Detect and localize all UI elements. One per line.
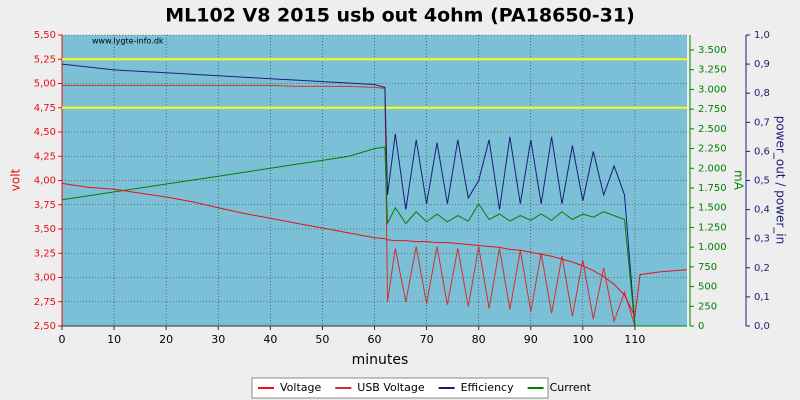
- y2-tick-label: 3.500: [698, 45, 727, 56]
- y-tick-label: 3,50: [34, 224, 56, 235]
- y-tick-label: 5,00: [34, 79, 56, 90]
- series-line: [61, 63, 687, 327]
- y2-tick-label: 0: [698, 321, 704, 332]
- x-tick-label: 70: [420, 333, 434, 346]
- x-tick-label: 40: [263, 333, 277, 346]
- y2-tick-label: 3.000: [698, 84, 727, 95]
- y2-tick-label: 1.750: [698, 183, 727, 194]
- x-axis-label: minutes: [352, 352, 409, 368]
- y3-tick-label: 0,2: [754, 263, 770, 274]
- y2-tick-label: 1.500: [698, 203, 727, 214]
- y2-tick-label: 2.750: [698, 104, 727, 115]
- y3-tick-label: 0,7: [754, 117, 770, 128]
- x-tick-label: 80: [472, 333, 486, 346]
- y3-tick-label: 1,0: [754, 30, 770, 41]
- y3-tick-label: 0,1: [754, 292, 770, 303]
- series-line: [61, 182, 688, 319]
- y2-tick-label: 2.000: [698, 163, 727, 174]
- x-tick-label: 110: [624, 333, 645, 346]
- y2-tick-label: 750: [698, 262, 717, 273]
- y3-axis-label: power_out / power_in: [774, 116, 788, 244]
- y2-axis-label: mA: [732, 170, 746, 191]
- series-line: [62, 84, 687, 327]
- y-axis-label: volt: [9, 168, 23, 191]
- y3-tick-label: 0,3: [754, 234, 770, 245]
- y3-tick-label: 0,8: [754, 88, 770, 99]
- y2-tick-label: 2.250: [698, 144, 727, 155]
- watermark: www.lygte-info.dk: [92, 37, 164, 46]
- y2-tick-label: 500: [698, 282, 717, 293]
- y-tick-label: 5,50: [34, 30, 56, 41]
- legend-label: Voltage: [280, 381, 321, 394]
- y-tick-label: 3,00: [34, 273, 56, 284]
- x-tick-label: 50: [315, 333, 329, 346]
- y-tick-label: 2,50: [34, 321, 56, 332]
- x-tick-label: 30: [211, 333, 225, 346]
- y-tick-label: 2,75: [34, 297, 56, 308]
- y2-tick-label: 3.250: [698, 65, 727, 76]
- legend: [251, 377, 549, 399]
- y-tick-label: 3,25: [34, 248, 56, 259]
- legend-label: Current: [550, 381, 592, 394]
- y-tick-label: 4,25: [34, 151, 56, 162]
- y-tick-label: 4,00: [34, 176, 56, 187]
- y-tick-label: 4,75: [34, 103, 56, 114]
- y2-tick-label: 1.000: [698, 242, 727, 253]
- legend-label: Efficiency: [461, 381, 514, 394]
- series-line: [61, 146, 687, 327]
- y2-tick-label: 2.500: [698, 124, 727, 135]
- x-tick-label: 90: [524, 333, 538, 346]
- chart-title: ML102 V8 2015 usb out 4ohm (PA18650-31): [165, 5, 635, 27]
- x-tick-label: 10: [107, 333, 121, 346]
- y-tick-label: 4,50: [34, 127, 56, 138]
- y3-tick-label: 0,4: [754, 205, 770, 216]
- legend-label: USB Voltage: [357, 381, 425, 394]
- x-tick-label: 20: [159, 333, 173, 346]
- x-tick-label: 100: [572, 333, 593, 346]
- y3-tick-label: 0,9: [754, 59, 770, 70]
- x-tick-label: 60: [368, 333, 382, 346]
- y-tick-label: 5,25: [34, 54, 56, 65]
- y-tick-label: 3,75: [34, 200, 56, 211]
- x-tick-label: 0: [59, 333, 66, 346]
- y3-tick-label: 0,0: [754, 321, 770, 332]
- y2-tick-label: 1.250: [698, 222, 727, 233]
- y3-tick-label: 0,5: [754, 176, 770, 187]
- y3-tick-label: 0,6: [754, 146, 770, 157]
- y2-tick-label: 250: [698, 301, 717, 312]
